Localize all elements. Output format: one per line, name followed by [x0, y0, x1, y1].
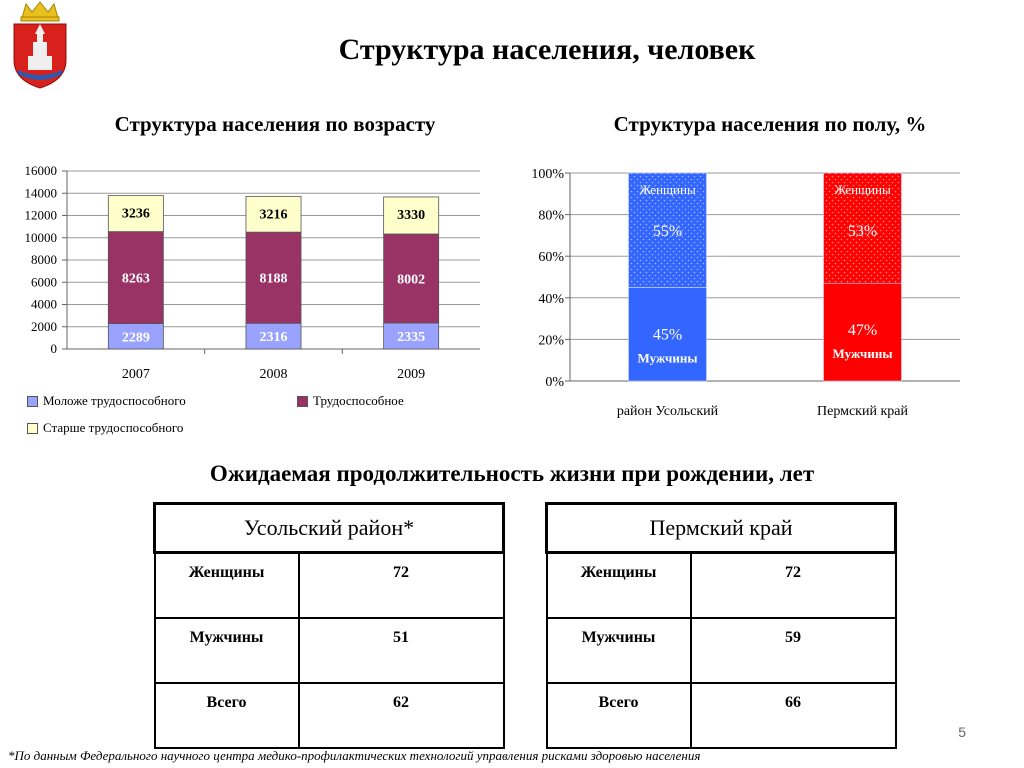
sex-chart-x-axis: район Усольский Пермский край [617, 404, 909, 419]
row-label: Женщины [545, 551, 692, 619]
legend-item-working: Трудоспособное [297, 393, 404, 409]
y-tick-label: 6000 [31, 274, 57, 289]
row-label: Женщины [153, 551, 300, 619]
bar-segment [628, 172, 707, 288]
bar-segment [383, 322, 440, 350]
sex-structure-chart: 0%20%40%60%80%100% 45%МужчиныЖенщины55%4… [531, 167, 960, 419]
data-label: 55% [653, 223, 682, 240]
page-title: Структура населения, человек [338, 33, 756, 66]
legend-swatch-working [297, 395, 308, 407]
age-structure-chart: 0 2000 4000 6000 8000 10000 12000 14000 16000 22… [25, 163, 480, 382]
y-tick-label: 80% [538, 209, 564, 224]
bar-segment [628, 287, 707, 382]
table-header: Усольский район* [153, 502, 505, 554]
table-row: Всего 66 [545, 682, 897, 749]
x-tick-label: 2007 [122, 367, 150, 382]
table-row: Мужчины 59 [545, 617, 897, 684]
y-tick-label: 0 [51, 341, 58, 356]
bar-segment [383, 196, 440, 235]
table-row: Всего 62 [153, 682, 505, 749]
data-label: 8263 [122, 272, 150, 287]
y-tick-label: 14000 [25, 185, 58, 200]
data-label: 8188 [260, 272, 288, 287]
legend-item-young: Моложе трудоспособного [27, 393, 186, 409]
data-label: 3236 [122, 207, 150, 222]
series-label: Женщины [639, 182, 696, 197]
y-tick-label: 40% [538, 292, 564, 307]
data-label: 3216 [260, 207, 288, 222]
x-tick-label: 2009 [397, 367, 425, 382]
series-label: Женщины [834, 182, 891, 197]
bar-segment [245, 231, 302, 324]
table-row: Женщины 72 [545, 551, 897, 619]
data-label: 8002 [397, 273, 425, 288]
row-value: 72 [689, 551, 897, 619]
x-tick-label: 2008 [260, 367, 288, 382]
y-tick-label: 8000 [31, 252, 57, 267]
y-tick-label: 16000 [25, 163, 58, 178]
age-chart-title: Структура населения по возрасту [114, 112, 436, 136]
bar-segment [823, 282, 902, 382]
sex-chart-y-axis: 0% 20% 40% 60% 80% 100% [531, 167, 570, 390]
y-tick-label: 20% [538, 333, 564, 348]
table-row: Мужчины 51 [153, 617, 505, 684]
footnote: *По данным Федерального научного центра … [8, 748, 701, 763]
row-label: Всего [545, 682, 692, 749]
sex-chart-bars: 45% Мужчины Женщины 55% 47% Мужчины Женщины 53% [628, 172, 902, 382]
row-label: Мужчины [545, 617, 692, 684]
series-label: Мужчины [833, 346, 893, 361]
row-value: 51 [297, 617, 505, 684]
legend-label-old: Старше трудоспособного [43, 420, 184, 435]
table-row: Женщины 72 [153, 551, 505, 619]
y-tick-label: 4000 [31, 297, 57, 312]
coat-of-arms-icon [13, 1, 67, 89]
row-value: 59 [689, 617, 897, 684]
sex-chart-title: Структура населения по полу, % [613, 112, 927, 136]
data-label: 2335 [397, 330, 425, 345]
data-label: 2289 [122, 330, 150, 345]
x-tick-label: район Усольский [617, 404, 719, 419]
legend-label-working: Трудоспособное [313, 393, 404, 408]
bar-segment [107, 231, 164, 324]
series-label: Мужчины [638, 350, 698, 365]
data-label: 2316 [260, 330, 288, 345]
legend-swatch-young [27, 395, 38, 407]
row-label: Мужчины [153, 617, 300, 684]
y-tick-label: 12000 [25, 208, 58, 223]
row-label: Всего [153, 682, 300, 749]
life-table-usolsky: Усольский район* Женщины 72 Мужчины 51 В… [153, 502, 505, 749]
y-tick-label: 2000 [31, 319, 57, 334]
bar-segment [107, 195, 164, 233]
bar-segment [383, 233, 440, 324]
row-value: 66 [689, 682, 897, 749]
y-tick-label: 0% [545, 375, 564, 390]
y-tick-label: 10000 [25, 230, 58, 245]
age-chart-x-axis: 2007 2008 2009 [122, 349, 425, 382]
bar-segment [823, 172, 902, 284]
x-tick-label: Пермский край [817, 404, 908, 419]
data-label: 3330 [397, 208, 425, 223]
row-value: 62 [297, 682, 505, 749]
page-number: 5 [958, 724, 966, 740]
row-value: 72 [297, 551, 505, 619]
y-tick-label: 100% [531, 167, 564, 182]
life-table-perm: Пермский край Женщины 72 Мужчины 59 Всег… [545, 502, 897, 749]
bar-segment [245, 195, 302, 233]
legend-swatch-old [27, 422, 38, 434]
age-chart-bars: 2289 8263 3236 2316 8188 3216 2335 8002 3330 [107, 195, 440, 350]
legend-label-young: Моложе трудоспособного [43, 393, 186, 408]
age-chart-y-axis: 0 2000 4000 6000 8000 10000 12000 14000 16000 [25, 163, 67, 356]
table-header: Пермский край [545, 502, 897, 554]
bar-segment [245, 322, 302, 350]
life-expectancy-title: Ожидаемая продолжительность жизни при ро… [209, 461, 815, 486]
y-tick-label: 60% [538, 250, 564, 265]
legend-item-old: Старше трудоспособного [27, 420, 183, 436]
data-label: 47% [848, 322, 877, 339]
data-label: 53% [848, 223, 877, 240]
data-label: 45% [653, 326, 682, 343]
